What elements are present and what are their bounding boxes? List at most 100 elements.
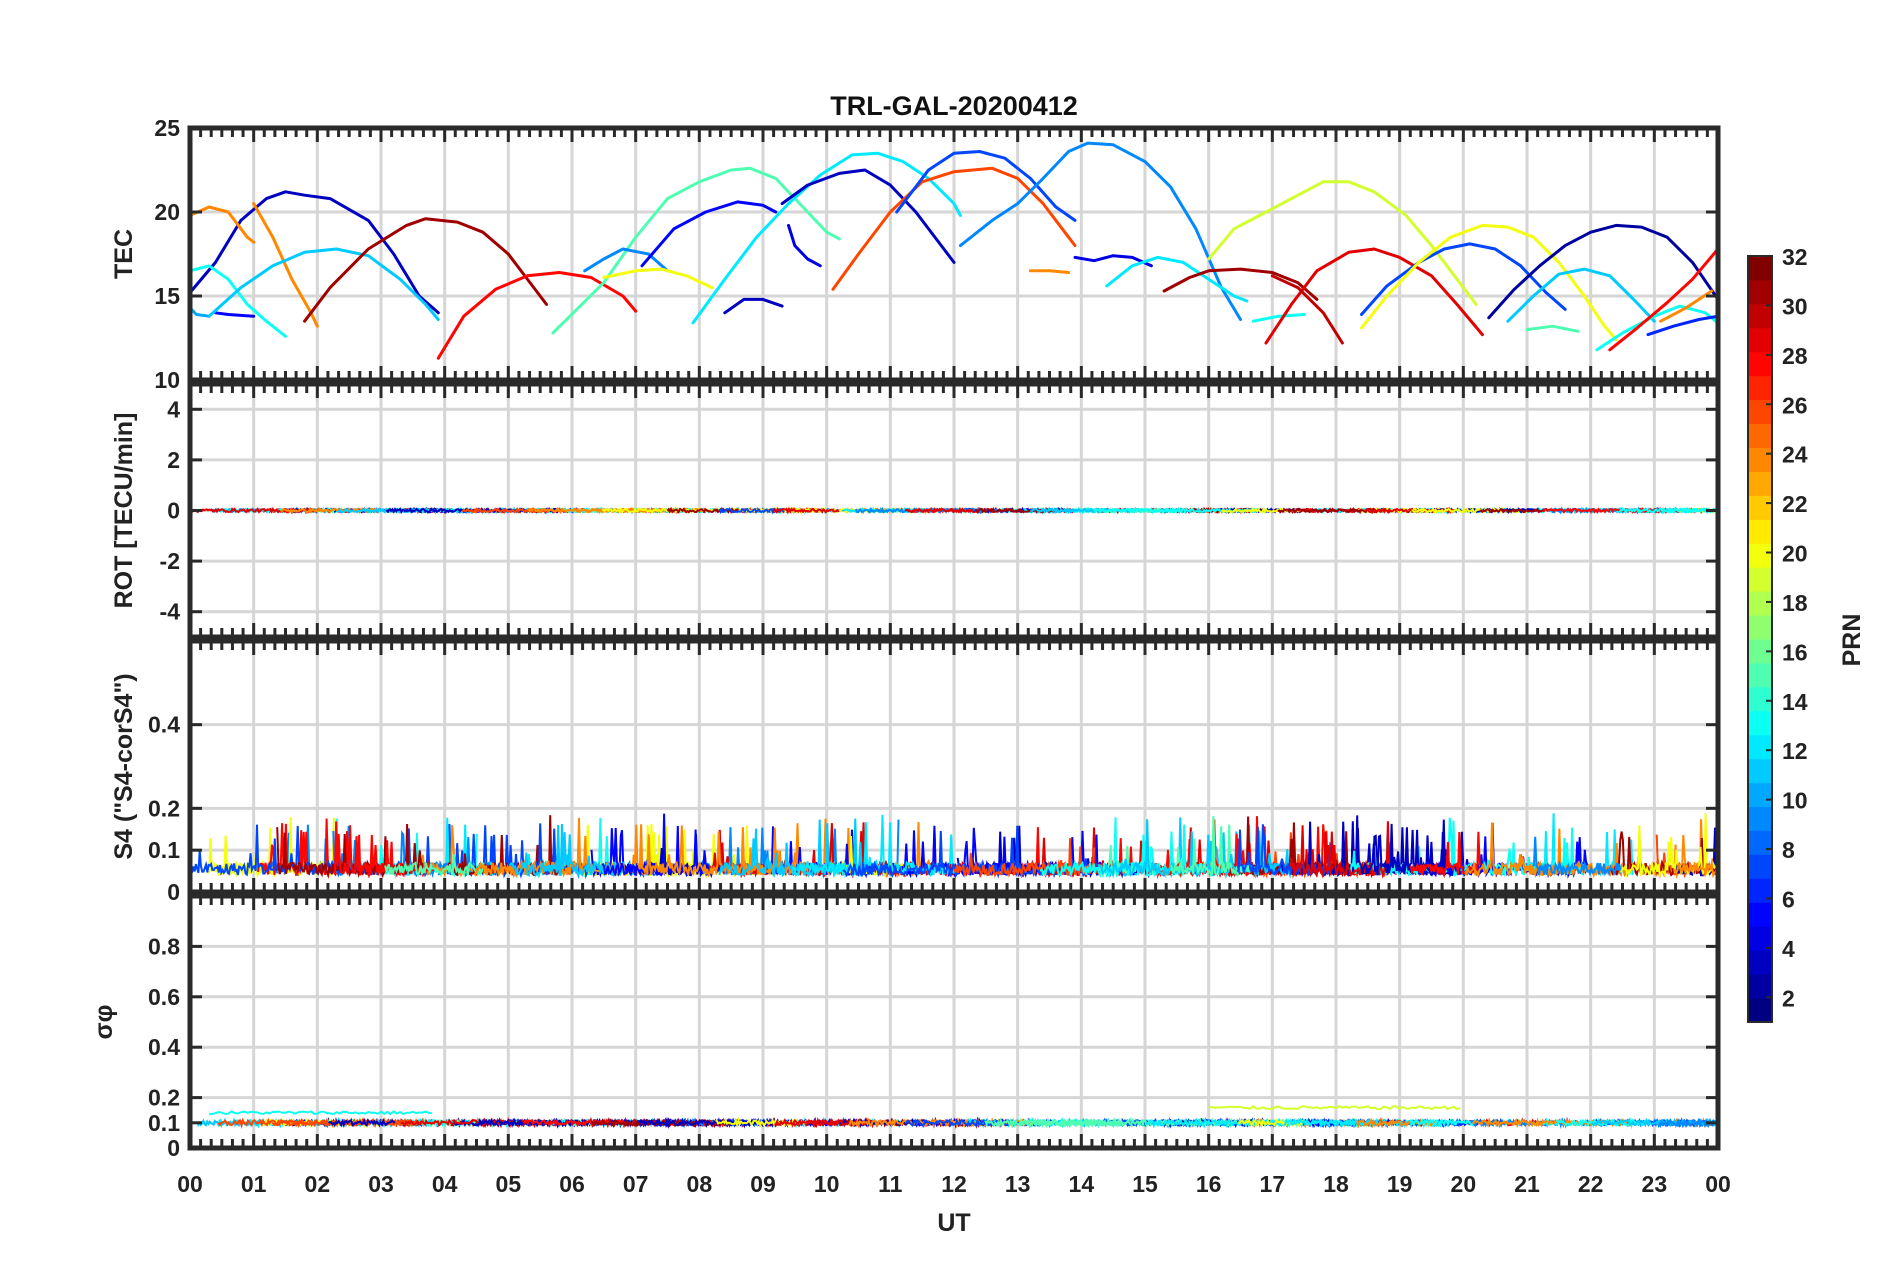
- colorbar-swatch: [1748, 423, 1772, 448]
- x-tick-label: 21: [1514, 1171, 1540, 1197]
- colorbar-swatch: [1748, 543, 1772, 568]
- x-tick-label: 20: [1451, 1171, 1477, 1197]
- chart-title: TRL-GAL-20200412: [830, 91, 1078, 121]
- colorbar-tick-label: 30: [1782, 293, 1808, 319]
- noise-series-prn-29: [190, 506, 332, 515]
- y-axis-label: ROT [TECU/min]: [110, 413, 138, 609]
- noise-series-prn-9: [1658, 1117, 1718, 1129]
- noise-series-prn-20: [1620, 813, 1718, 879]
- tec-series-prn-30: [1270, 274, 1344, 345]
- tec-series-prn-15: [1525, 324, 1580, 333]
- noise-series-prn-9: [1532, 836, 1624, 877]
- x-tick-label: 17: [1260, 1171, 1286, 1197]
- noise-series-prn-26: [953, 838, 1096, 878]
- colorbar-swatch: [1748, 974, 1772, 999]
- x-tick-label: 08: [687, 1171, 713, 1197]
- y-tick-label: 2: [167, 447, 180, 473]
- y-tick-label: 0.2: [148, 1085, 180, 1111]
- noise-series-prn-31: [1610, 831, 1718, 879]
- tec-series-prn-19: [1207, 180, 1478, 306]
- colorbar-tick-label: 6: [1782, 886, 1795, 912]
- x-tick-label: 19: [1387, 1171, 1413, 1197]
- colorbar-tick-label: 2: [1782, 985, 1795, 1011]
- y-tick-label: 25: [154, 115, 180, 141]
- sigma-segment-prn-19: [1208, 1104, 1461, 1111]
- tec-series-prn-12: [691, 151, 962, 325]
- x-tick-label: 11: [878, 1171, 903, 1197]
- tec-series-prn-11: [1506, 267, 1656, 323]
- tec-series-prn-13: [1251, 313, 1306, 323]
- noise-series-prn-29: [1288, 821, 1391, 879]
- noise-series-prn-13: [1094, 507, 1183, 514]
- tec-series-prn-12: [1105, 255, 1249, 303]
- colorbar-swatch: [1748, 734, 1772, 760]
- noise-series-prn-5: [901, 825, 1026, 879]
- colorbar-swatch: [1748, 279, 1772, 305]
- noise-series-prn-24: [409, 825, 485, 878]
- y-tick-label: 0: [167, 879, 180, 905]
- noise-series-prn-15: [1018, 1117, 1124, 1128]
- colorbar-tick-label: 12: [1782, 738, 1808, 764]
- y-tick-label: 0: [167, 1135, 180, 1161]
- y-tick-label: 10: [154, 367, 180, 393]
- colorbar-swatch: [1748, 519, 1772, 544]
- noise-series-prn-3: [637, 1116, 782, 1130]
- y-tick-label: 0.1: [148, 1110, 180, 1136]
- tec-series-prn-5: [214, 311, 256, 318]
- x-tick-label: 01: [241, 1171, 267, 1197]
- tec-series-prn-4: [787, 223, 822, 268]
- noise-series-prn-29: [772, 506, 840, 515]
- colorbar-swatch: [1748, 902, 1772, 927]
- colorbar-swatch: [1748, 998, 1772, 1023]
- colorbar-tick-label: 26: [1782, 392, 1808, 418]
- x-tick-label: 15: [1132, 1171, 1158, 1197]
- noise-series-prn-13: [1409, 1117, 1478, 1129]
- x-tick-label: 12: [941, 1171, 967, 1197]
- x-tick-label: 05: [496, 1171, 522, 1197]
- x-tick-label: 18: [1323, 1171, 1349, 1197]
- x-tick-label: 10: [814, 1171, 840, 1197]
- colorbar-swatch: [1748, 375, 1772, 401]
- tec-series-prn-9: [583, 247, 669, 273]
- panel-1: 10 15 20 25 TEC: [110, 115, 1721, 393]
- x-tick-label: 13: [1005, 1171, 1031, 1197]
- tec-series-prn-24: [252, 202, 319, 328]
- panel-2: -4 -2 0 2 4 ROT [TECU/min]: [110, 381, 1721, 640]
- sigma-segment-prn-13: [209, 1110, 433, 1116]
- x-tick-label: 00: [1705, 1171, 1731, 1197]
- colorbar-tick-label: 32: [1782, 244, 1808, 270]
- y-axis-label: S4 ("S4-corS4"): [110, 673, 138, 859]
- panel-3: 0 0.1 0.2 0.4 S4 ("S4-corS4"): [110, 638, 1721, 905]
- colorbar-tick-label: 20: [1782, 541, 1808, 567]
- tec-series-prn-6: [1646, 314, 1718, 337]
- y-tick-label: 0.8: [148, 933, 180, 959]
- noise-series-prn-7: [842, 860, 918, 878]
- panel-data: [191, 813, 1718, 880]
- tec-series-prn-4: [1073, 254, 1153, 268]
- colorbar-swatch: [1748, 567, 1772, 592]
- x-tick-label: 23: [1642, 1171, 1668, 1197]
- y-tick-label: -2: [160, 548, 180, 574]
- y-tick-label: 0.2: [148, 795, 180, 821]
- tec-series-prn-3: [723, 297, 784, 315]
- colorbar-label: PRN: [1838, 614, 1866, 667]
- y-tick-label: -4: [160, 599, 181, 625]
- colorbar-swatch: [1748, 471, 1772, 496]
- x-tick-labels: 00 01 02 03 04 05 06 07 08 09 10 11 12 13 14 15 16 17 18 19…: [177, 1171, 1731, 1197]
- panel-4: 00.10.2 0.4 0.6 0.8 σφ: [90, 893, 1721, 1161]
- tec-series-prn-28: [1608, 247, 1718, 352]
- tec-series-prn-9: [958, 141, 1242, 321]
- tec-series-prn-29: [1264, 247, 1484, 345]
- y-tick-label: 4: [167, 396, 180, 422]
- tec-series-prn-24: [190, 205, 256, 244]
- tec-series-prn-7: [1360, 242, 1567, 316]
- colorbar-swatch: [1748, 854, 1772, 879]
- noise-series-prn-31: [1479, 507, 1546, 514]
- x-tick-label: 00: [177, 1171, 203, 1197]
- colorbar-frame: [1747, 255, 1773, 1023]
- tec-series-prn-2: [1487, 223, 1718, 320]
- x-tick-label: 09: [750, 1171, 776, 1197]
